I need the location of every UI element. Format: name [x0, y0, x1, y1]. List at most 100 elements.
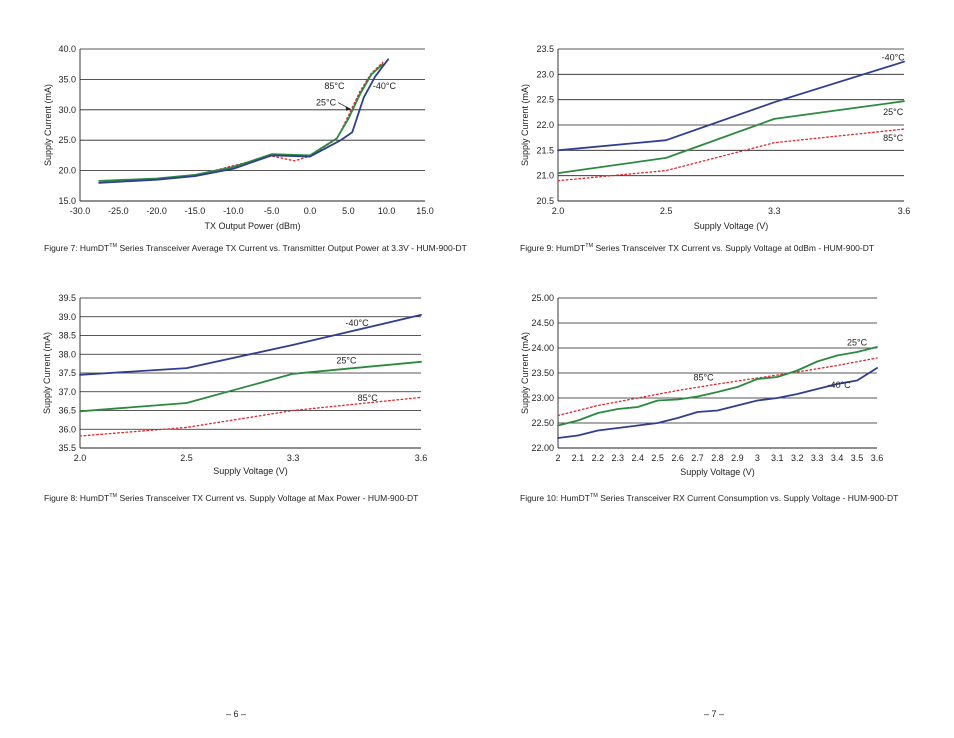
series-annotation: -40°C — [346, 318, 370, 328]
y-tick-label: 30.0 — [58, 105, 76, 115]
x-tick-label: 15.0 — [416, 206, 434, 216]
series-annotation: -40°C — [882, 53, 906, 63]
x-tick-label: 2.3 — [612, 453, 625, 463]
chart-fig8: 35.5 36.0 36.5 37.0 37.5 38.0 38.5 39.0 39.5 2.0 2… — [42, 293, 427, 476]
y-axis-label: Supply Current (mA) — [43, 84, 53, 166]
y-tick-label: 35.5 — [58, 443, 76, 453]
series-annotation: 25°C — [847, 338, 868, 348]
y-tick-label: 40.0 — [58, 44, 76, 54]
x-tick-label: 3 — [755, 453, 760, 463]
series-line-blue — [79, 313, 422, 376]
x-tick-label: 2.5 — [180, 453, 193, 463]
x-tick-label: -30.0 — [70, 206, 91, 216]
x-tick-label: 3.5 — [851, 453, 864, 463]
chart-fig7: 15.0 20.0 25.0 30.0 35.0 40.0 -30.0 -25.0 -20.0 -… — [43, 44, 434, 231]
y-tick-label: 23.50 — [531, 368, 554, 378]
x-tick-label: 2.2 — [592, 453, 605, 463]
y-tick-label: 24.50 — [531, 318, 554, 328]
y-axis-label: Supply Current (mA) — [520, 332, 530, 414]
x-axis-label: TX Output Power (dBm) — [204, 221, 300, 231]
y-tick-label: 22.50 — [531, 418, 554, 428]
x-tick-label: -5.0 — [264, 206, 280, 216]
x-tick-label: -15.0 — [185, 206, 206, 216]
x-tick-label: 2.0 — [552, 206, 565, 216]
x-tick-label: 3.3 — [811, 453, 824, 463]
series-annotation: 85°C — [324, 81, 345, 91]
series-line-green — [557, 100, 905, 175]
y-tick-label: 23.5 — [536, 44, 554, 54]
y-tick-label: 38.0 — [58, 349, 76, 359]
x-tick-label: 3.2 — [791, 453, 804, 463]
series-annotation: 25°C — [316, 98, 337, 108]
y-tick-label: 39.0 — [58, 312, 76, 322]
chart-fig10: 22.00 22.50 23.00 23.50 24.00 24.50 25.00 2 2.1 2… — [520, 293, 883, 477]
x-tick-label: 3.3 — [287, 453, 300, 463]
x-tick-label: 5.0 — [342, 206, 355, 216]
x-tick-label: 2.9 — [731, 453, 744, 463]
y-tick-label: 21.0 — [536, 171, 554, 181]
x-tick-label: 3.6 — [415, 453, 428, 463]
x-tick-label: 0.0 — [304, 206, 317, 216]
series-line-green — [98, 63, 384, 182]
y-tick-label: 22.00 — [531, 443, 554, 453]
x-tick-label: 10.0 — [378, 206, 396, 216]
x-tick-label: 2.8 — [711, 453, 724, 463]
y-tick-label: 21.5 — [536, 145, 554, 155]
series-line-green — [557, 346, 878, 427]
y-tick-label: 35.0 — [58, 74, 76, 84]
y-tick-label: 22.5 — [536, 95, 554, 105]
page-number-left: – 6 – — [226, 709, 247, 719]
y-tick-label: 25.0 — [58, 135, 76, 145]
series-line-red — [557, 128, 905, 182]
x-tick-label: 2.5 — [651, 453, 664, 463]
x-tick-label: 3.1 — [771, 453, 784, 463]
y-tick-label: 37.5 — [58, 368, 76, 378]
y-axis-label: Supply Current (mA) — [520, 84, 530, 166]
y-tick-label: 15.0 — [58, 196, 76, 206]
x-tick-label: 3.6 — [871, 453, 884, 463]
x-tick-label: 2.0 — [74, 453, 87, 463]
y-tick-label: 23.00 — [531, 393, 554, 403]
series-line-red — [557, 357, 878, 417]
x-tick-label: 3.6 — [898, 206, 911, 216]
y-tick-label: 36.0 — [58, 424, 76, 434]
x-tick-label: 2 — [555, 453, 560, 463]
x-tick-label: -10.0 — [223, 206, 244, 216]
y-tick-label: 39.5 — [58, 293, 76, 303]
y-tick-label: 20.5 — [536, 196, 554, 206]
series-annotation: 85°C — [883, 133, 904, 143]
series-line-green — [79, 360, 422, 413]
x-tick-label: 2.1 — [572, 453, 585, 463]
x-tick-label: 3.4 — [831, 453, 844, 463]
series-line-blue — [557, 60, 905, 152]
x-tick-label: 2.5 — [660, 206, 673, 216]
series-line-blue — [557, 367, 878, 439]
caption-fig7: Figure 7: HumDTTM Series Transceiver Ave… — [44, 243, 467, 253]
y-tick-label: 36.5 — [58, 406, 76, 416]
series-annotation: -40°C — [828, 380, 852, 390]
caption-fig8: Figure 8: HumDTTM Series Transceiver TX … — [44, 493, 419, 503]
x-axis-label: Supply Voltage (V) — [680, 467, 755, 477]
y-tick-label: 25.00 — [531, 293, 554, 303]
series-annotation: 25°C — [336, 356, 357, 366]
y-tick-label: 38.5 — [58, 331, 76, 341]
series-line-blue — [98, 58, 390, 184]
annotation-arrowhead — [345, 106, 351, 111]
y-axis-label: Supply Current (mA) — [42, 332, 52, 414]
x-tick-label: -25.0 — [108, 206, 129, 216]
y-tick-label: 23.0 — [536, 69, 554, 79]
series-line-red — [79, 396, 422, 437]
page-number-right: – 7 – — [704, 709, 725, 719]
y-tick-label: 24.00 — [531, 343, 554, 353]
x-tick-label: 2.7 — [691, 453, 704, 463]
series-annotation: 85°C — [693, 373, 714, 383]
series-annotation: 25°C — [883, 107, 904, 117]
caption-fig9: Figure 9: HumDTTM Series Transceiver TX … — [520, 243, 875, 253]
series-annotation: -40°C — [373, 81, 397, 91]
x-axis-label: Supply Voltage (V) — [694, 221, 769, 231]
x-axis-label: Supply Voltage (V) — [213, 466, 288, 476]
x-tick-label: -20.0 — [146, 206, 167, 216]
chart-fig9: 20.5 21.0 21.5 22.0 22.5 23.0 23.5 2.0 2.5 3.3 3.6… — [520, 44, 910, 231]
x-tick-label: 2.6 — [671, 453, 684, 463]
x-tick-label: 3.3 — [768, 206, 781, 216]
